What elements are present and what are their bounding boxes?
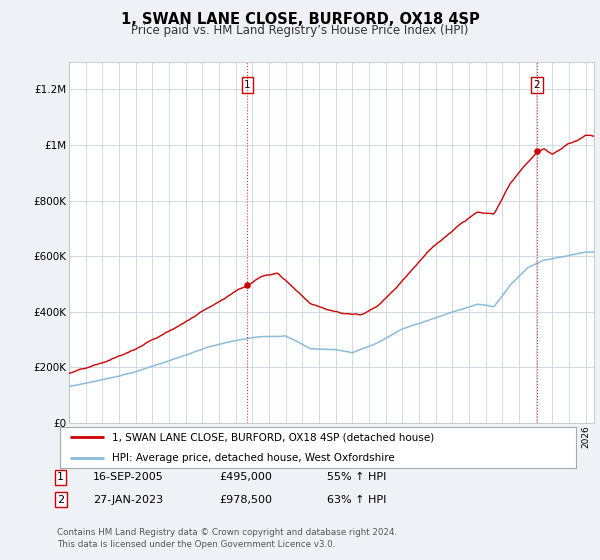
Point [532,147,542,156]
Text: HPI: Average price, detached house, West Oxfordshire: HPI: Average price, detached house, West… [112,452,394,463]
Text: Contains HM Land Registry data © Crown copyright and database right 2024.
This d: Contains HM Land Registry data © Crown c… [57,528,397,549]
Text: 55% ↑ HPI: 55% ↑ HPI [327,472,386,482]
Text: 2: 2 [57,494,64,505]
Text: 2: 2 [533,80,540,90]
Text: 1, SWAN LANE CLOSE, BURFORD, OX18 4SP (detached house): 1, SWAN LANE CLOSE, BURFORD, OX18 4SP (d… [112,432,434,442]
Text: 27-JAN-2023: 27-JAN-2023 [93,494,163,505]
Text: 63% ↑ HPI: 63% ↑ HPI [327,494,386,505]
Text: 1, SWAN LANE CLOSE, BURFORD, OX18 4SP: 1, SWAN LANE CLOSE, BURFORD, OX18 4SP [121,12,479,27]
Text: £495,000: £495,000 [219,472,272,482]
Text: £978,500: £978,500 [219,494,272,505]
Text: 16-SEP-2005: 16-SEP-2005 [93,472,164,482]
Point [242,281,252,290]
Text: 1: 1 [57,472,64,482]
Text: Price paid vs. HM Land Registry’s House Price Index (HPI): Price paid vs. HM Land Registry’s House … [131,24,469,36]
Text: 1: 1 [244,80,251,90]
